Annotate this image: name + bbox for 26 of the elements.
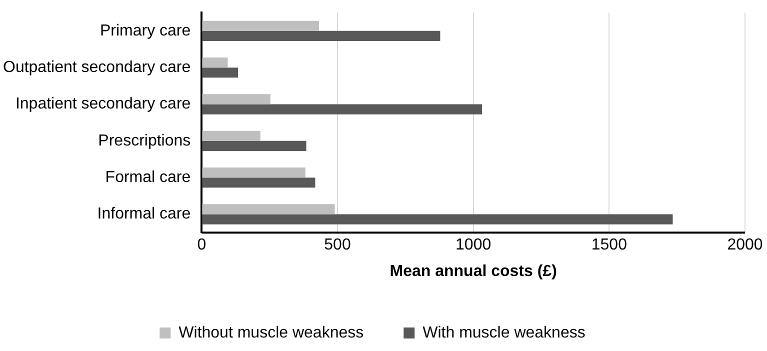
- bar: [202, 130, 260, 141]
- bar: [202, 140, 306, 152]
- y-tick-label: Primary care: [100, 22, 191, 40]
- bar: [202, 30, 440, 42]
- y-tick-label: Outpatient secondary care: [2, 59, 191, 76]
- x-tick-label: 1500: [591, 236, 628, 254]
- y-tick-label: Informal care: [97, 206, 191, 223]
- y-tick-label: Inpatient secondary care: [15, 96, 191, 113]
- bar: [202, 68, 238, 78]
- x-tick-label: 500: [324, 236, 351, 254]
- bar: [202, 168, 306, 178]
- y-tick-label: Prescriptions: [98, 132, 191, 150]
- bar: [202, 214, 673, 224]
- x-axis-title: Mean annual costs (£): [390, 262, 557, 280]
- y-tick-label: Formal care: [105, 169, 191, 186]
- bar: [202, 94, 270, 104]
- x-tick-label: 1000: [456, 236, 492, 254]
- bar: [202, 178, 316, 188]
- x-tick-label: 0: [197, 236, 206, 254]
- bar: [202, 104, 482, 114]
- legend-label: With muscle weakness: [422, 324, 586, 342]
- bar: [202, 20, 320, 31]
- legend-label: Without muscle weakness: [178, 324, 364, 342]
- x-tick-label: 2000: [727, 236, 763, 254]
- bar: [202, 58, 228, 68]
- bar: [202, 204, 335, 214]
